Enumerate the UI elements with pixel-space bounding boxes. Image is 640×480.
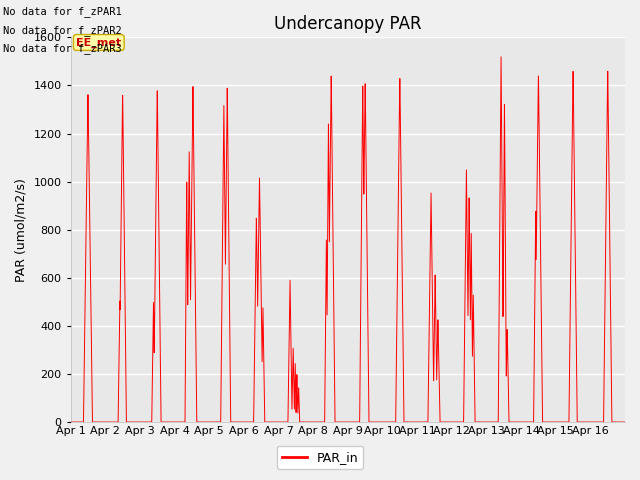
Title: Undercanopy PAR: Undercanopy PAR xyxy=(274,15,422,33)
Text: No data for f_zPAR2: No data for f_zPAR2 xyxy=(3,24,122,36)
Legend: PAR_in: PAR_in xyxy=(276,446,364,469)
Text: No data for f_zPAR3: No data for f_zPAR3 xyxy=(3,43,122,54)
Text: EE_met: EE_met xyxy=(76,37,122,48)
Y-axis label: PAR (umol/m2/s): PAR (umol/m2/s) xyxy=(15,178,28,282)
Text: No data for f_zPAR1: No data for f_zPAR1 xyxy=(3,6,122,17)
